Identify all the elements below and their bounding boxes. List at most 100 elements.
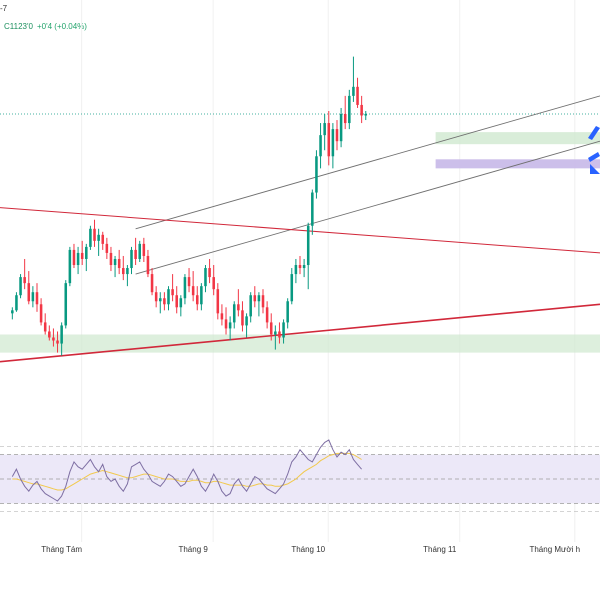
candle-body (257, 295, 261, 302)
rsi-band (0, 454, 600, 504)
candle-body (68, 249, 72, 284)
candle-body (48, 331, 51, 338)
candle-body (105, 243, 109, 253)
candle-body (97, 234, 100, 241)
support-zone (0, 334, 600, 353)
candle-body (171, 289, 174, 296)
candle-body (286, 301, 289, 323)
price-legend: C1123'0 +0'4 (+0.04%) (4, 22, 87, 31)
rsi-line (11, 439, 362, 502)
candle-body (15, 295, 18, 311)
candle-body (228, 322, 232, 329)
candle-body (35, 292, 39, 305)
candle-body (101, 234, 105, 244)
candle-body (298, 265, 302, 269)
candle-body (360, 104, 363, 116)
candle-body (60, 325, 63, 344)
candle-body (237, 304, 240, 311)
candle-body (220, 313, 224, 320)
resistance-trend-line (0, 207, 600, 254)
candle-body (117, 258, 121, 269)
channel-lower-line (135, 140, 600, 275)
candle-body (245, 316, 248, 326)
candle-body (113, 258, 117, 266)
candle-body (122, 268, 125, 275)
candle-body (204, 268, 207, 287)
candle-body (56, 340, 59, 344)
candle-body (232, 304, 236, 323)
candle-body (249, 295, 252, 317)
candle-body (269, 322, 273, 335)
candle-body (146, 255, 150, 275)
candle-body (195, 295, 199, 305)
candle-body (331, 129, 335, 157)
rsi-ma-line (12, 452, 362, 491)
candle-body (126, 268, 129, 275)
candle-body (76, 252, 80, 266)
candle-body (335, 129, 339, 142)
candle-body (187, 277, 191, 287)
candle-body (19, 277, 22, 296)
x-tick-label: Tháng 11 (423, 545, 457, 554)
candle-body (154, 292, 158, 302)
x-tick-label: Tháng Mười h (529, 545, 580, 554)
candle-body (130, 249, 133, 269)
candle-body (167, 289, 170, 305)
candle-body (179, 298, 183, 308)
candle-body (163, 298, 166, 305)
candle-body (85, 246, 88, 259)
candle-body (80, 252, 84, 259)
candle-body (290, 274, 294, 302)
candle-body (27, 283, 31, 302)
candle-body (356, 86, 359, 105)
candle-body (343, 114, 347, 124)
candle-body (306, 225, 310, 266)
candle-body (93, 228, 96, 241)
candle-body (319, 135, 322, 157)
candle-body (109, 252, 113, 266)
demand-zone-purple (435, 159, 600, 169)
candle-body (224, 319, 228, 329)
close-value: C1123'0 (4, 22, 33, 31)
channel-upper-line (135, 95, 600, 230)
candle-body (302, 265, 306, 269)
candle-body (191, 286, 195, 296)
candle-body (253, 295, 257, 302)
candle-body (200, 286, 203, 305)
candle-body (72, 249, 76, 266)
candle-body (352, 86, 355, 96)
x-tick-label: Tháng Tám (41, 545, 82, 554)
candle-body (159, 298, 162, 302)
candle-body (323, 123, 326, 136)
arrow-down-icon (590, 164, 600, 174)
candle-body (339, 114, 343, 142)
candle-body (278, 331, 281, 338)
arrow-up-icon (588, 126, 600, 140)
candle-body (64, 283, 68, 326)
x-tick-label: Tháng 10 (291, 545, 325, 554)
candle-body (11, 310, 14, 314)
candle-body (294, 265, 298, 275)
candle-body (364, 114, 368, 116)
candle-body (315, 156, 318, 193)
candle-body (39, 304, 43, 323)
candle-body (43, 322, 47, 332)
candle-body (348, 95, 351, 124)
candle-body (23, 277, 26, 284)
candle-body (89, 228, 92, 247)
candle-body (52, 337, 55, 341)
candle-body (208, 268, 211, 278)
candle-body (31, 292, 35, 302)
candle-body (175, 295, 178, 308)
candle-body (241, 310, 244, 326)
candle-body (265, 307, 269, 323)
change-value: +0'4 (+0.04%) (36, 22, 87, 31)
support-trend-line (0, 303, 600, 363)
candle-body (282, 322, 285, 338)
demand-zone-green (435, 132, 600, 145)
candle-body (183, 277, 187, 299)
candle-body (142, 243, 146, 256)
candle-body (212, 277, 215, 290)
